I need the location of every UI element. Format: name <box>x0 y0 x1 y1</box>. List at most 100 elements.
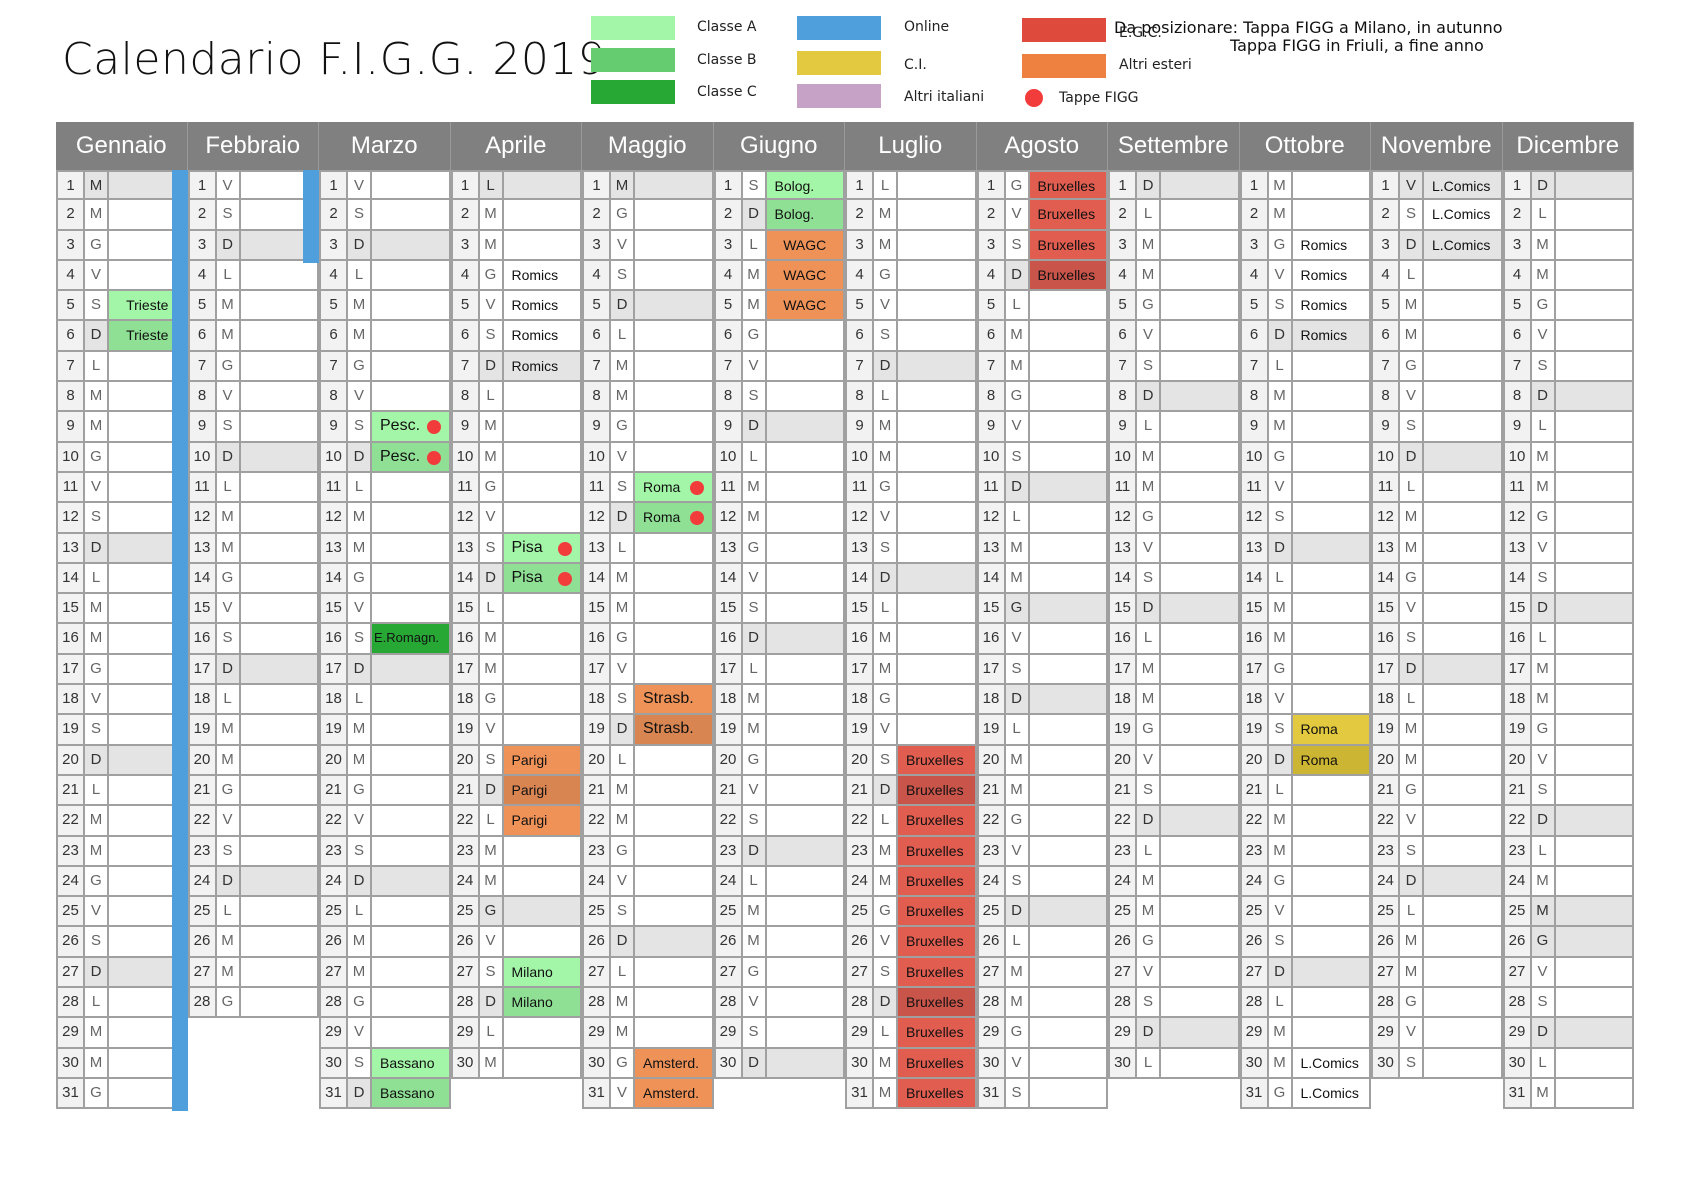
event-cell[interactable]: L.Comics <box>1293 1078 1371 1108</box>
day-row[interactable]: 19 G <box>1502 715 1634 746</box>
event-cell[interactable] <box>372 715 451 744</box>
day-row[interactable]: 17 G <box>1239 654 1371 686</box>
day-row[interactable]: 6 D Romics <box>1239 321 1371 352</box>
event-cell[interactable] <box>1161 200 1240 229</box>
day-row[interactable]: 27 G <box>713 957 845 989</box>
event-cell[interactable] <box>1424 442 1503 471</box>
event-cell[interactable] <box>1424 291 1503 320</box>
event-cell[interactable] <box>767 957 845 987</box>
event-cell[interactable] <box>635 897 714 926</box>
event-cell[interactable]: Bolog. <box>766 200 845 229</box>
event-cell[interactable]: Bruxelles <box>898 866 977 896</box>
event-cell[interactable] <box>898 321 977 350</box>
event-cell[interactable] <box>635 988 714 1017</box>
event-cell[interactable] <box>1293 563 1371 593</box>
event-cell[interactable] <box>241 472 319 502</box>
event-cell[interactable] <box>1556 442 1634 471</box>
day-row[interactable]: 30 M <box>450 1048 582 1079</box>
day-row[interactable]: 27 M <box>319 957 451 989</box>
day-row[interactable]: 15 D <box>1108 594 1240 625</box>
event-cell[interactable] <box>372 260 451 290</box>
event-cell[interactable] <box>766 836 845 865</box>
event-cell[interactable] <box>1161 897 1240 926</box>
event-cell[interactable] <box>898 260 977 290</box>
event-cell[interactable] <box>1556 412 1634 441</box>
event-cell[interactable] <box>1424 866 1503 896</box>
day-row[interactable]: 10 G <box>56 442 188 473</box>
event-cell[interactable] <box>1161 472 1240 502</box>
event-cell[interactable] <box>1424 806 1503 835</box>
day-row[interactable]: 18 M <box>713 685 845 716</box>
event-cell[interactable] <box>241 685 319 714</box>
day-row[interactable]: 24 M <box>1108 866 1240 898</box>
day-row[interactable]: 16 M <box>845 624 977 655</box>
event-cell[interactable]: Pisa <box>503 533 582 562</box>
day-row[interactable]: 27 D <box>1239 957 1371 989</box>
day-row[interactable]: 23 V <box>976 836 1108 867</box>
event-cell[interactable] <box>767 927 845 956</box>
event-cell[interactable] <box>1161 172 1240 199</box>
event-cell[interactable] <box>1030 442 1108 471</box>
day-row[interactable]: 19 M <box>713 715 845 746</box>
day-row[interactable]: 30 L <box>1108 1048 1240 1079</box>
day-row[interactable]: 7 D Romics <box>450 351 582 383</box>
event-cell[interactable]: Romics <box>504 291 582 320</box>
event-cell[interactable] <box>898 654 977 684</box>
event-cell[interactable]: Strasb. <box>635 715 714 744</box>
event-cell[interactable] <box>1293 351 1371 381</box>
event-cell[interactable] <box>1424 654 1503 684</box>
day-row[interactable]: 16 S <box>187 624 319 655</box>
event-cell[interactable] <box>1424 533 1503 562</box>
day-row[interactable]: 29 M <box>582 1018 714 1049</box>
day-row[interactable]: 2 V Bruxelles <box>976 200 1108 231</box>
event-cell[interactable] <box>241 533 319 562</box>
event-cell[interactable] <box>1424 594 1503 623</box>
event-cell[interactable] <box>1293 412 1371 441</box>
event-cell[interactable]: Roma <box>635 503 714 532</box>
event-cell[interactable] <box>1161 594 1240 623</box>
event-cell[interactable] <box>504 442 582 471</box>
event-cell[interactable] <box>1424 351 1503 381</box>
event-cell[interactable]: Romics <box>504 260 582 290</box>
event-cell[interactable] <box>635 836 714 865</box>
event-cell[interactable]: Bruxelles <box>898 775 977 805</box>
event-cell[interactable] <box>1293 866 1371 896</box>
event-cell[interactable] <box>504 1018 582 1047</box>
day-row[interactable]: 20 G <box>713 745 845 776</box>
day-row[interactable]: 18 S Strasb. <box>582 685 714 716</box>
event-cell[interactable] <box>1293 654 1371 684</box>
day-row[interactable]: 22 L Bruxelles <box>845 806 977 837</box>
day-row[interactable]: 17 G <box>56 654 188 686</box>
event-cell[interactable] <box>372 472 451 502</box>
day-row[interactable]: 29 D <box>1108 1018 1240 1049</box>
day-row[interactable]: 26 G <box>1108 927 1240 958</box>
day-row[interactable]: 28 G <box>187 988 319 1019</box>
event-cell[interactable] <box>1030 563 1108 593</box>
day-row[interactable]: 26 M <box>1371 927 1503 958</box>
day-row[interactable]: 22 V <box>1371 806 1503 837</box>
day-row[interactable]: 20 M <box>187 745 319 776</box>
event-cell[interactable] <box>241 957 319 987</box>
day-row[interactable]: 20 M <box>976 745 1108 776</box>
event-cell[interactable] <box>635 291 714 320</box>
day-row[interactable]: 29 L Bruxelles <box>845 1018 977 1049</box>
event-cell[interactable] <box>635 382 714 411</box>
event-cell[interactable] <box>504 715 582 744</box>
event-cell[interactable]: Bruxelles <box>1029 230 1108 259</box>
day-row[interactable]: 9 S Pesc. <box>319 412 451 443</box>
day-row[interactable]: 23 L <box>1502 836 1634 867</box>
event-cell[interactable] <box>635 200 714 229</box>
day-row[interactable]: 24 D <box>1371 866 1503 898</box>
day-row[interactable]: 20 S Parigi <box>450 745 582 776</box>
